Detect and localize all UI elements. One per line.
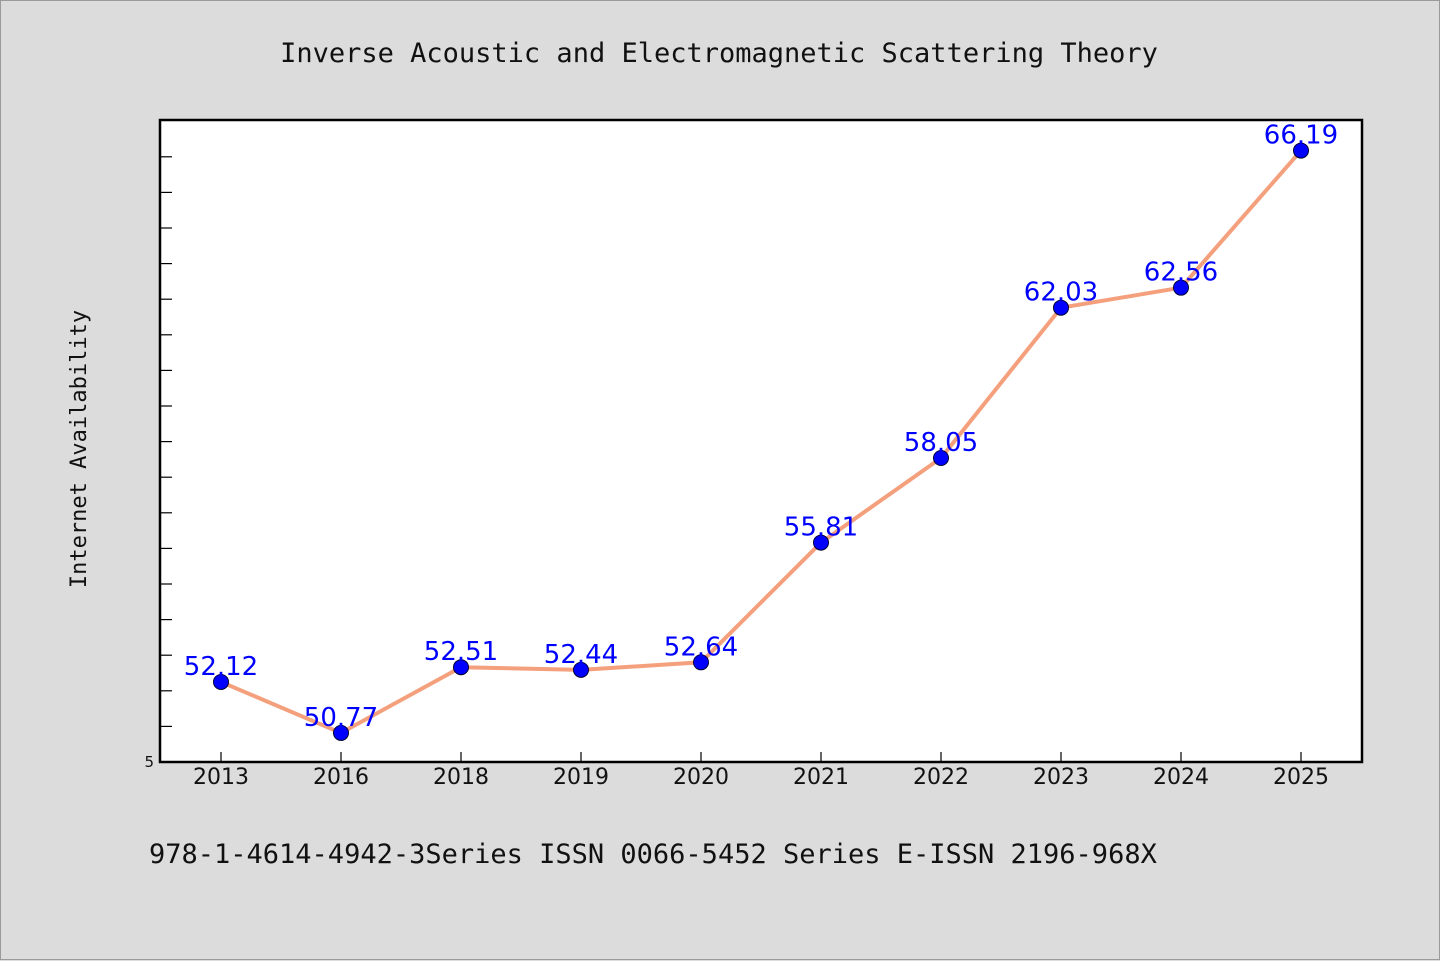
x-tick-label: 2023 (1033, 765, 1089, 790)
data-label: 52.64 (664, 632, 738, 662)
data-label: 52.51 (424, 637, 498, 667)
x-tick-label: 2018 (433, 765, 489, 790)
data-label: 55.81 (784, 513, 858, 543)
y-tick-label: 5 (144, 753, 154, 771)
x-tick-label: 2022 (913, 765, 969, 790)
data-label: 52.12 (184, 652, 258, 682)
data-point (693, 654, 709, 671)
x-tick-label: 2019 (553, 765, 609, 790)
x-tick-label: 2021 (793, 765, 849, 790)
data-label: 52.44 (544, 640, 618, 670)
data-label: 66.19 (1264, 121, 1338, 151)
y-axis-label: Internet Availability (67, 310, 92, 588)
x-axis-ticks: 2013 2016 2018 2019 2020 2021 2022 2023 2024 2025 (193, 752, 1329, 790)
y-axis-ticks (160, 156, 172, 728)
data-label: 50.77 (304, 703, 378, 733)
plot-area (158, 118, 1364, 764)
data-point (813, 534, 829, 551)
data-labels: 52.12 50.77 52.51 52.44 52.64 55.81 58.05 62.03… (184, 121, 1338, 733)
data-label: 62.03 (1024, 278, 1098, 308)
data-point (573, 661, 589, 678)
x-tick-label: 2025 (1273, 765, 1329, 790)
data-label: 58.05 (904, 428, 978, 458)
series-line (219, 148, 1303, 735)
data-point (213, 673, 229, 690)
x-tick-label: 2020 (673, 765, 729, 790)
data-point (933, 449, 949, 466)
x-tick-label: 2013 (193, 765, 249, 790)
isbn-caption: 978-1-4614-4942-3Series ISSN 0066-5452 S… (149, 839, 1157, 870)
x-tick-label: 2016 (313, 765, 369, 790)
data-point (453, 659, 469, 676)
data-point (1173, 279, 1189, 296)
data-point (1293, 142, 1309, 159)
data-point (1053, 299, 1069, 316)
chart-title: Inverse Acoustic and Electromagnetic Sca… (280, 38, 1158, 69)
series-markers (213, 142, 1309, 741)
data-label: 62.56 (1144, 258, 1218, 288)
data-point (333, 724, 349, 741)
x-tick-label: 2024 (1153, 765, 1209, 790)
